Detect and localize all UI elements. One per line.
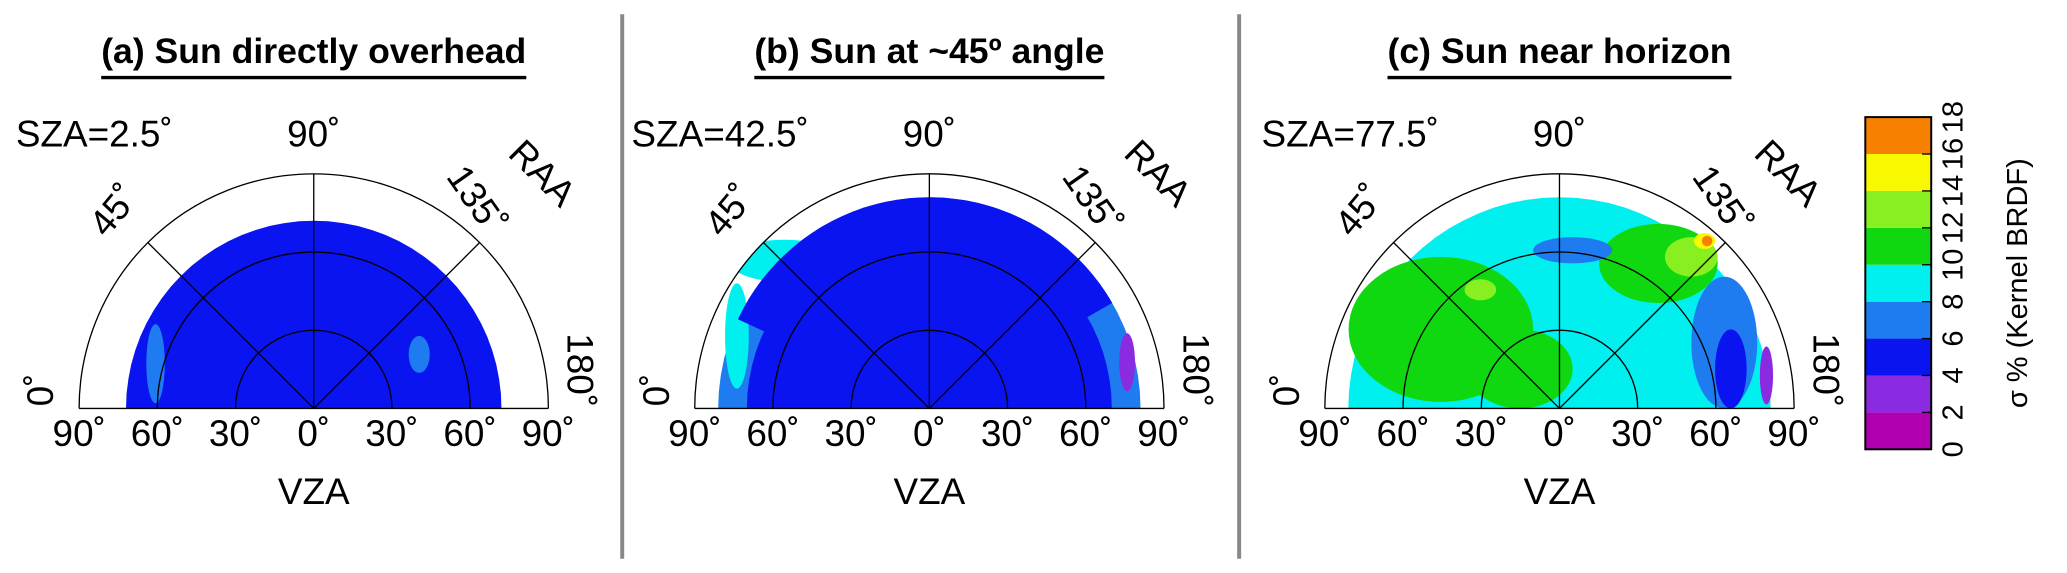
vza-tick-label: 30˚ — [825, 413, 878, 454]
colorbar-band — [1865, 338, 1932, 376]
colorbar-tick-label: 12 — [1938, 212, 1970, 244]
raa-tick-label: 180˚ — [560, 333, 601, 407]
colorbar-band — [1865, 412, 1932, 450]
contour-region — [1715, 329, 1747, 409]
radial-line — [1559, 242, 1726, 409]
radial-line — [1393, 242, 1560, 409]
vza-tick-label: 0˚ — [297, 413, 330, 454]
colorbar-tick-label: 6 — [1938, 331, 1970, 347]
colorbar-tick-label: 10 — [1938, 249, 1970, 281]
vza-tick-label: 90˚ — [1298, 413, 1351, 454]
vza-label: VZA — [278, 471, 350, 512]
vza-tick-label: 60˚ — [131, 413, 184, 454]
vza-tick-label: 0˚ — [913, 413, 946, 454]
panel-title: (b) Sun at ~45º angle — [754, 31, 1104, 71]
sza-label: SZA=2.5˚ — [16, 114, 173, 155]
sza-label: SZA=77.5˚ — [1262, 114, 1439, 155]
raa-label: RAA — [1117, 132, 1200, 215]
raa-label: RAA — [1747, 132, 1830, 215]
vza-label: VZA — [893, 471, 965, 512]
vza-tick-label: 30˚ — [1611, 413, 1664, 454]
vza-tick-label: 90˚ — [522, 413, 575, 454]
colorbar-tick-label: 4 — [1938, 367, 1970, 383]
colorbar-tick-label: 2 — [1938, 404, 1970, 420]
raa-tick-label: 180˚ — [1805, 333, 1846, 407]
colorbar-label: σ % (Kernel BRDF) — [2002, 158, 2034, 408]
colorbar-tick-label: 14 — [1938, 175, 1970, 207]
vza-tick-label: 30˚ — [1455, 413, 1508, 454]
colorbar-tick-label: 8 — [1938, 294, 1970, 310]
colorbar-band — [1865, 264, 1932, 302]
vza-tick-label: 60˚ — [1059, 413, 1112, 454]
vza-tick-label: 60˚ — [443, 413, 496, 454]
colorbar-band — [1865, 227, 1932, 265]
raa-tick-label: 135˚ — [439, 158, 515, 242]
raa-tick-label: 90˚ — [1533, 114, 1586, 155]
vza-tick-label: 90˚ — [668, 413, 721, 454]
colorbar-tick-label: 0 — [1938, 441, 1970, 457]
panel-title: (a) Sun directly overhead — [101, 31, 526, 71]
vza-tick-label: 60˚ — [746, 413, 799, 454]
contour-region — [725, 283, 749, 389]
raa-tick-label: 45˚ — [1327, 177, 1393, 244]
raa-tick-label: 180˚ — [1175, 333, 1216, 407]
colorbar-band — [1865, 190, 1932, 228]
raa-tick-label: 0˚ — [20, 374, 61, 407]
radial-line — [313, 242, 481, 409]
raa-tick-label: 45˚ — [81, 177, 147, 244]
vza-tick-label: 60˚ — [1376, 413, 1429, 454]
vza-tick-label: 0˚ — [1543, 413, 1576, 454]
vza-tick-label: 90˚ — [53, 413, 106, 454]
vza-tick-label: 90˚ — [1767, 413, 1820, 454]
vza-tick-label: 60˚ — [1689, 413, 1742, 454]
colorbar-tick-label: 16 — [1938, 138, 1970, 170]
colorbar-tick-label: 18 — [1938, 101, 1970, 133]
sza-label: SZA=42.5˚ — [631, 114, 808, 155]
raa-tick-label: 0˚ — [1266, 374, 1307, 407]
vza-tick-label: 30˚ — [365, 413, 418, 454]
raa-tick-label: 90˚ — [903, 114, 956, 155]
colorbar-band — [1865, 154, 1932, 191]
vza-label: VZA — [1524, 471, 1596, 512]
contour-region — [1464, 279, 1497, 301]
vza-tick-label: 90˚ — [1137, 413, 1190, 454]
vza-tick-label: 30˚ — [209, 413, 262, 454]
contour-region — [1119, 333, 1136, 392]
colorbar-band — [1865, 301, 1932, 339]
contour-region — [1759, 346, 1774, 405]
radial-line — [762, 242, 930, 409]
raa-tick-label: 135˚ — [1685, 158, 1761, 242]
raa-tick-label: 90˚ — [287, 114, 340, 155]
radial-line — [147, 242, 315, 409]
raa-label: RAA — [501, 132, 584, 215]
contour-region — [1701, 235, 1713, 247]
contour-region — [146, 324, 165, 404]
colorbar-frame — [1864, 116, 1933, 451]
panel-title: (c) Sun near horizon — [1388, 31, 1732, 71]
raa-tick-label: 45˚ — [697, 177, 763, 244]
contours — [1348, 197, 1774, 409]
colorbar-band — [1865, 375, 1932, 413]
radial-line — [928, 242, 1096, 409]
contour-region — [1533, 237, 1613, 264]
raa-tick-label: 135˚ — [1054, 158, 1130, 242]
contour-region — [408, 335, 430, 373]
raa-tick-label: 0˚ — [636, 374, 677, 407]
vza-tick-label: 30˚ — [981, 413, 1034, 454]
colorbar-band — [1865, 117, 1932, 155]
